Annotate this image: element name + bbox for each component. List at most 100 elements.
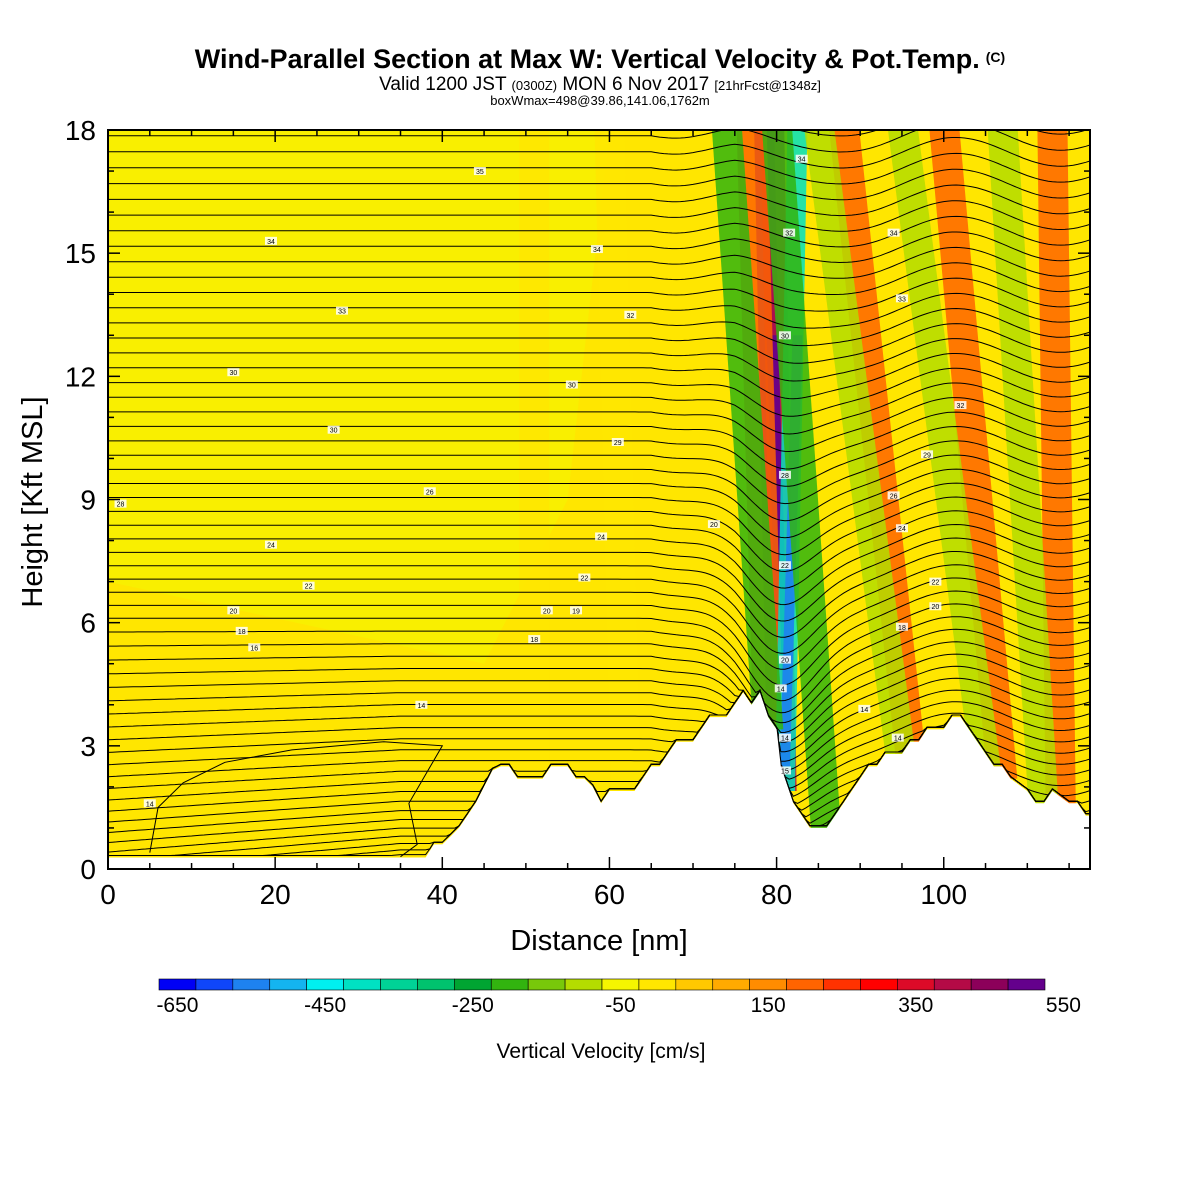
- valid-fcst: [21hrFcst@1348z]: [714, 78, 821, 93]
- colorbar-swatch: [823, 978, 861, 991]
- isentrope-label: 24: [264, 540, 277, 550]
- isentrope-label-text: 20: [781, 658, 789, 665]
- isentrope-line: [108, 590, 1090, 686]
- isentrope-label: 30: [565, 380, 578, 390]
- colorbar-swatch: [933, 978, 972, 991]
- isentrope-line: [108, 665, 1090, 753]
- isentrope-label-text: 32: [626, 313, 634, 320]
- colorbar-tick-labels: -650 -450 -250 -50 150 350 550: [156, 994, 1081, 1017]
- isentrope-label-text: 16: [250, 645, 258, 652]
- isentrope-label: 26: [887, 491, 900, 500]
- isentrope-label: 30: [778, 331, 791, 340]
- isentrope-line: [108, 323, 1090, 364]
- downdraft-band-1: [762, 130, 842, 841]
- isentrope-label-text: 34: [267, 239, 275, 246]
- isentrope-line: [108, 689, 1090, 780]
- isentrope-line: [108, 689, 1090, 772]
- isentrope-label-text: 20: [710, 522, 718, 529]
- isentrope-line: [108, 277, 1090, 312]
- isentrope-label-text: 22: [781, 563, 789, 570]
- isentrope-label: 26: [423, 487, 436, 496]
- y-tick-label: 18: [65, 115, 96, 146]
- colorbar-swatch: [1007, 978, 1046, 991]
- isentrope-label: 14: [858, 704, 871, 714]
- isentrope-label-text: 30: [781, 333, 789, 340]
- colorbar-swatch: [601, 978, 640, 991]
- isentrope-label: 35: [473, 167, 486, 176]
- isentrope-label: 15: [778, 766, 791, 775]
- isentrope-label: 28: [778, 470, 791, 480]
- isentrope-label-text: 30: [330, 428, 338, 435]
- isentrope-label: 14: [415, 700, 428, 710]
- isentrope-label: 33: [336, 306, 349, 316]
- isentrope-label: 20: [540, 606, 553, 615]
- terrain-mask: [108, 692, 1090, 869]
- isentrope-line: [108, 482, 1090, 556]
- isentrope-label: 16: [248, 643, 261, 652]
- colorbar-tick-label: 150: [751, 994, 786, 1017]
- isentrope-line: [108, 616, 1090, 714]
- isentrope-label: 22: [302, 581, 315, 591]
- x-axis-label: Distance [nm]: [510, 925, 687, 957]
- x-tick-label: 0: [100, 879, 116, 910]
- isentrope-line: [108, 577, 1090, 670]
- isentrope-line: [108, 468, 1090, 539]
- y-tick-label: 12: [65, 361, 96, 392]
- isentrope-label: 24: [595, 532, 608, 541]
- isentrope-line: [108, 677, 1090, 762]
- isentrope-label: 19: [570, 606, 583, 615]
- isentrope-label: 18: [895, 622, 908, 632]
- colorbar-swatch: [970, 978, 1009, 991]
- isentrope-label-text: 24: [597, 534, 605, 541]
- isentrope-line: [108, 292, 1090, 329]
- y-tick-label: 15: [65, 238, 96, 269]
- colorbar-swatch: [454, 978, 492, 991]
- colorbar-swatch: [232, 978, 271, 991]
- chart-title-text: Wind-Parallel Section at Max W: Vertical…: [194, 44, 980, 74]
- isentrope-label: 34: [264, 236, 277, 246]
- isentrope-label-text: 20: [543, 608, 551, 615]
- isentrope-label-text: 14: [418, 703, 426, 710]
- colorbar-tick-label: -250: [452, 994, 494, 1017]
- isentrope-line: [108, 130, 1090, 153]
- colorbar-label: Vertical Velocity [cm/s]: [497, 1040, 706, 1063]
- isentrope-label: 20: [778, 655, 791, 665]
- isentrope-label-text: 18: [898, 625, 906, 632]
- colorbar-swatch: [380, 978, 418, 991]
- y-tick-label: 3: [80, 731, 96, 762]
- isentrope-line: [108, 200, 1090, 232]
- colorbar-swatch: [564, 978, 603, 991]
- isentrope-label-text: 35: [476, 169, 484, 176]
- isentrope-label: 24: [895, 524, 908, 533]
- isentrope-line: [108, 603, 1090, 702]
- vertical-velocity-field: [108, 130, 1090, 869]
- y-tick-label: 0: [80, 854, 96, 885]
- x-tick-label: 40: [427, 879, 458, 910]
- colorbar-swatch: [490, 978, 529, 991]
- colorbar-swatch: [897, 978, 935, 991]
- isentrope-line: [108, 184, 1090, 217]
- colorbar-swatch: [343, 978, 381, 991]
- isentrope-label: 32: [783, 228, 796, 238]
- isentrope-label-text: 14: [777, 686, 785, 693]
- colorbar-swatch: [269, 978, 307, 991]
- isentrope-label-text: 20: [931, 604, 939, 611]
- isentrope-label-text: 34: [798, 157, 806, 164]
- isentrope-label: 32: [954, 401, 967, 410]
- box-wmax-line: boxWmax=498@39.86,141.06,1762m: [490, 93, 710, 108]
- colorbar-tick-label: -650: [156, 994, 198, 1017]
- downdraft-band-5: [987, 130, 1060, 816]
- isentrope-label: 14: [891, 733, 904, 743]
- isentrope-label: 20: [707, 520, 720, 529]
- isentrope-line: [108, 454, 1090, 522]
- isentrope-label: 29: [611, 438, 624, 447]
- isentrope-line: [108, 353, 1090, 400]
- valid-prefix: Valid 1200 JST: [379, 74, 507, 95]
- downdraft-band-7: [519, 130, 550, 791]
- colorbar-swatch: [860, 978, 898, 991]
- isentrope-label: 20: [227, 606, 240, 615]
- isentrope-label-text: 20: [229, 608, 237, 615]
- isentrope-label: 29: [921, 450, 934, 459]
- isentrope-label-text: 14: [781, 736, 789, 743]
- terrain: [108, 692, 1090, 869]
